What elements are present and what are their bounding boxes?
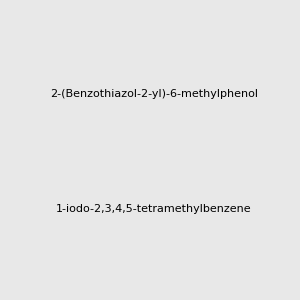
Text: 1-iodo-2,3,4,5-tetramethylbenzene: 1-iodo-2,3,4,5-tetramethylbenzene: [56, 204, 252, 214]
Text: 2-(Benzothiazol-2-yl)-6-methylphenol: 2-(Benzothiazol-2-yl)-6-methylphenol: [50, 89, 258, 99]
